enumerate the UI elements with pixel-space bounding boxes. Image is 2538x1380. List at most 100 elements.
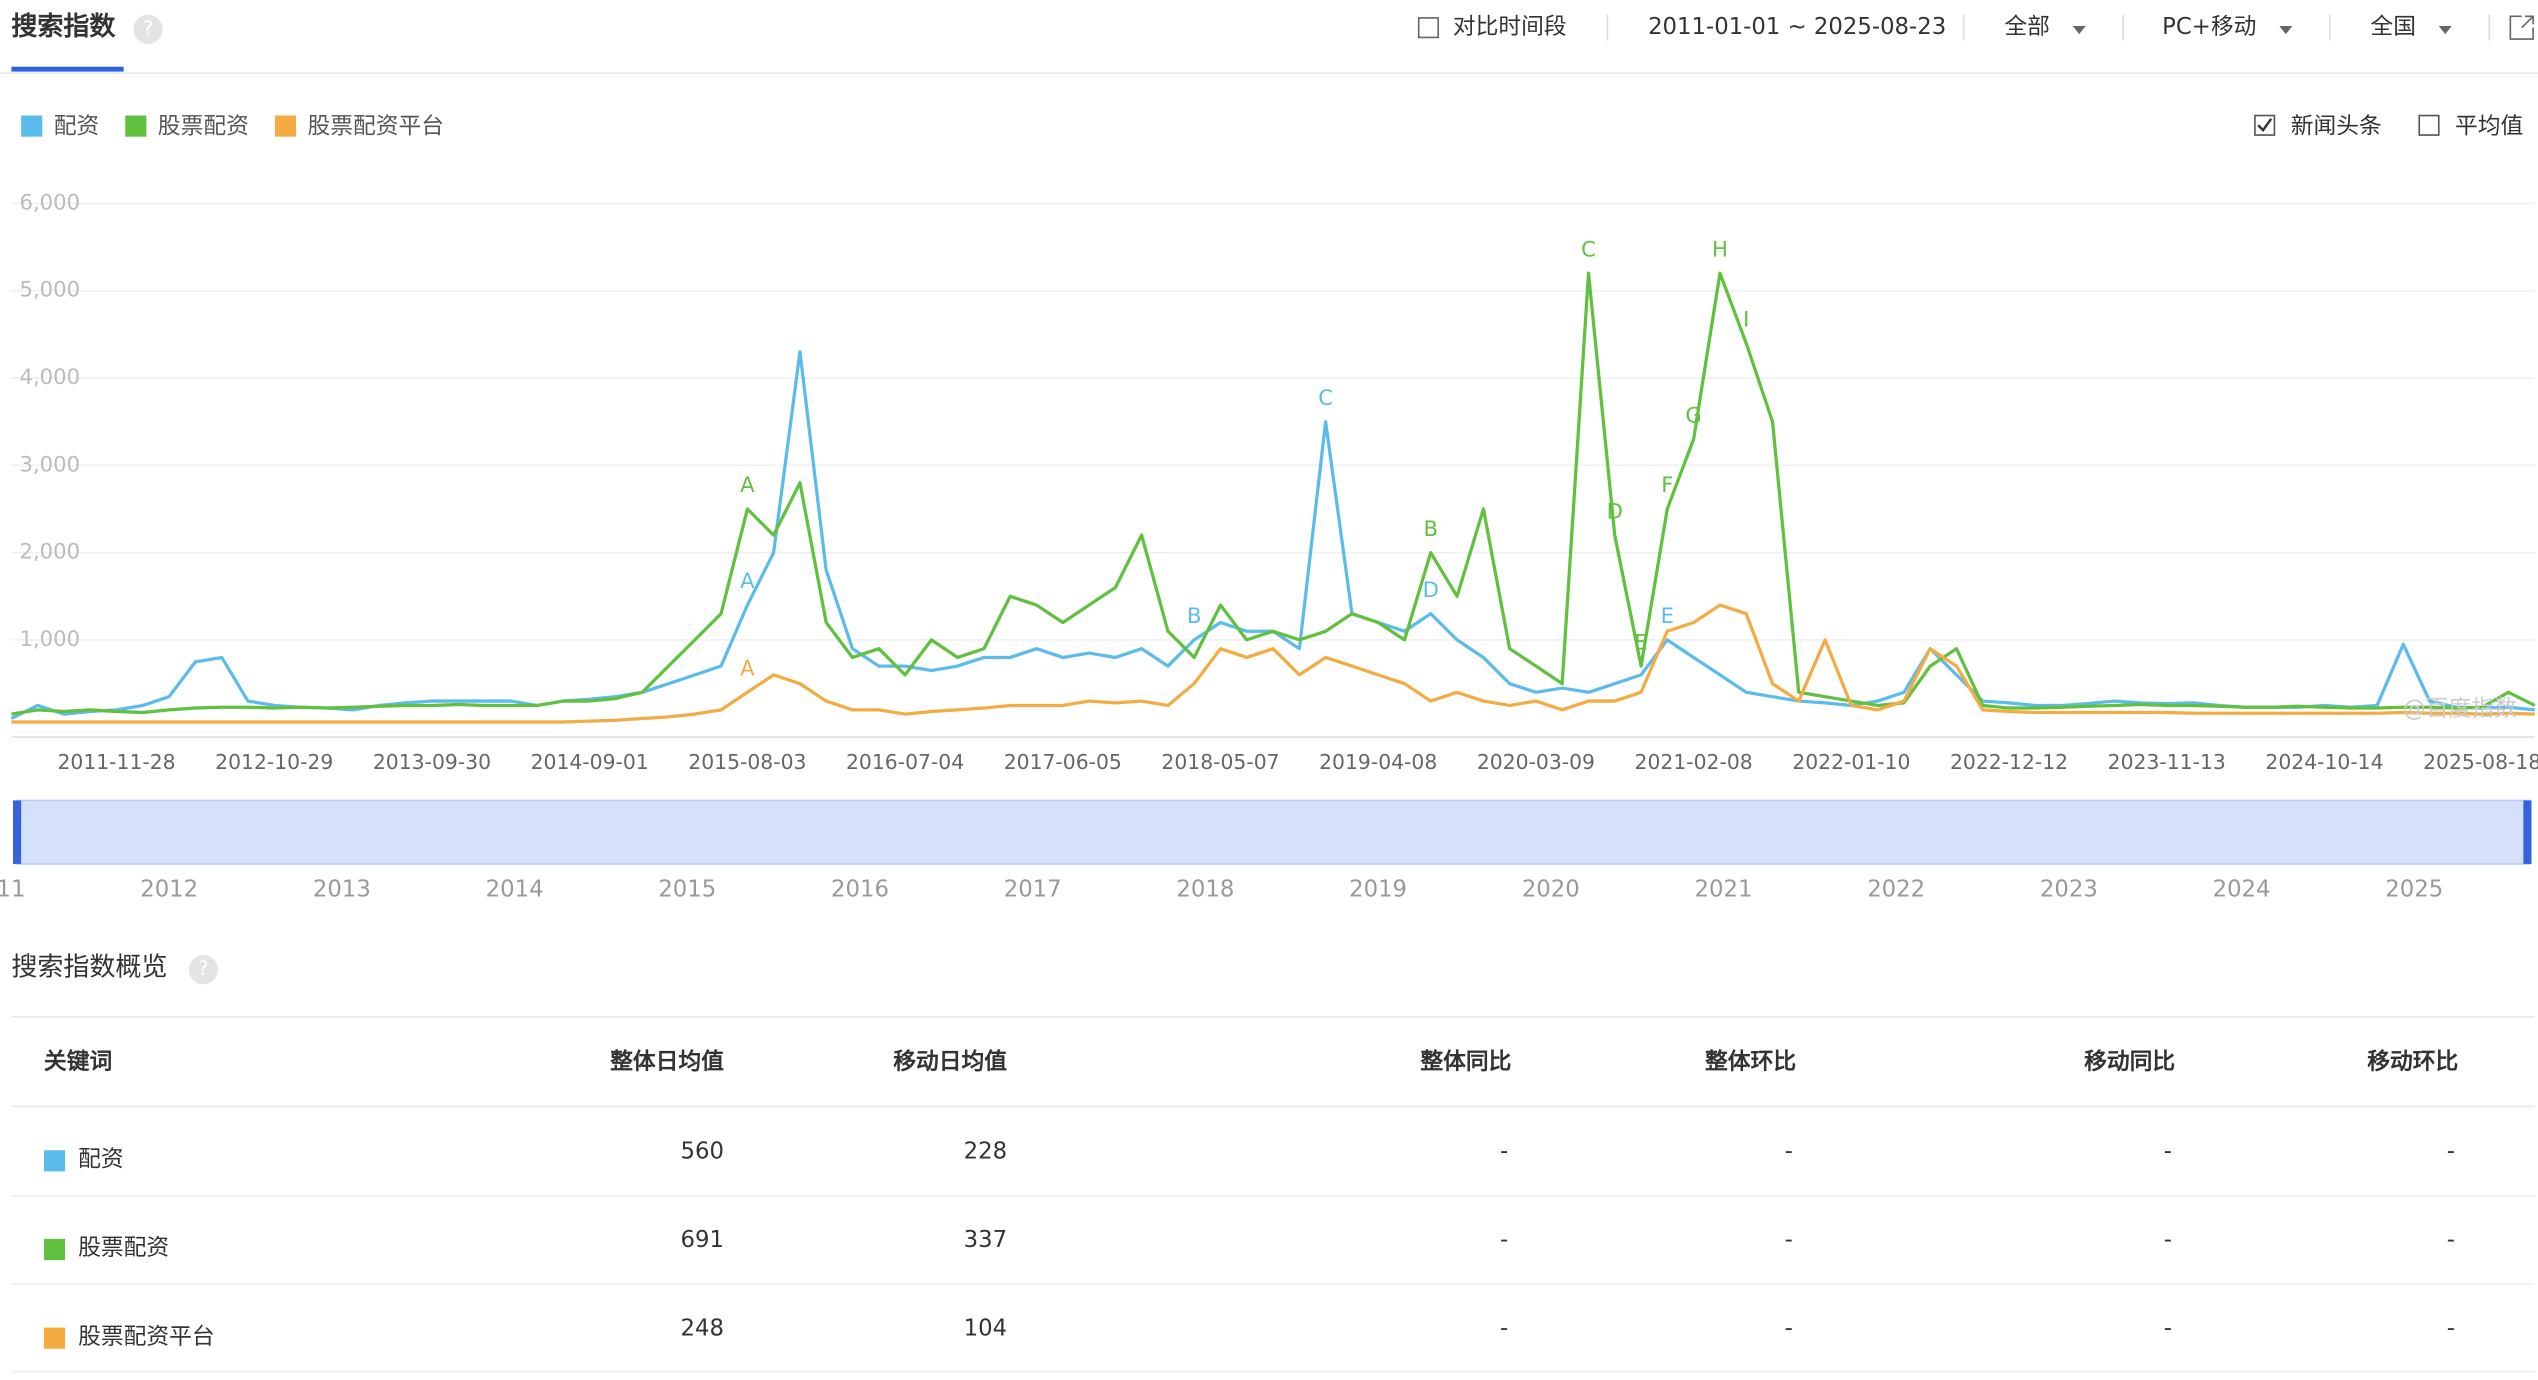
- x-tick-label: 2011-11-28: [57, 750, 175, 774]
- dropdown-arrow: [2438, 26, 2452, 35]
- slider-label: 2014: [486, 876, 544, 902]
- table-cell: -: [1785, 1227, 1793, 1253]
- news-marker[interactable]: A: [740, 568, 755, 593]
- dropdown-arrow: [2279, 26, 2293, 35]
- table-cell: -: [1785, 1138, 1793, 1164]
- slider-label: 2012: [140, 876, 198, 902]
- legend-swatch[interactable]: [21, 115, 43, 137]
- table-cell: -: [2164, 1316, 2172, 1342]
- header-title[interactable]: 搜索指数: [11, 12, 116, 42]
- slider-label: 2018: [1176, 876, 1234, 902]
- table-cell: 104: [964, 1316, 1007, 1342]
- slider-label: 2020: [1522, 876, 1580, 902]
- news-marker[interactable]: A: [740, 656, 755, 681]
- overview-title: 搜索指数概览: [11, 953, 167, 983]
- x-tick-label: 2024-10-14: [2265, 750, 2383, 774]
- x-tick-label: 2013-09-30: [373, 750, 491, 774]
- slider-label: 2023: [2040, 876, 2098, 902]
- news-marker[interactable]: D: [1607, 498, 1623, 523]
- option-label[interactable]: 新闻头条: [2291, 113, 2382, 139]
- checkbox[interactable]: [2254, 114, 2276, 136]
- filter[interactable]: PC+移动: [2162, 14, 2256, 40]
- x-tick-label: 2016-07-04: [846, 750, 964, 774]
- slider-label: 2024: [2213, 876, 2271, 902]
- checkmark: [2257, 118, 2273, 133]
- table-cell: -: [2164, 1138, 2172, 1164]
- series-line: [11, 271, 2536, 716]
- news-marker[interactable]: C: [1581, 236, 1596, 261]
- x-tick-label: 2022-12-12: [1950, 750, 2068, 774]
- range-slider[interactable]: [15, 799, 2531, 865]
- slider-label: 2016: [831, 876, 889, 902]
- checkbox[interactable]: [2418, 114, 2440, 136]
- news-marker[interactable]: E: [1661, 603, 1674, 628]
- filter[interactable]: 全部: [2004, 14, 2050, 40]
- compare-label[interactable]: 对比时间段: [1453, 14, 1567, 40]
- table-header: 移动日均值: [893, 1048, 1007, 1075]
- y-tick-label: 5,000: [20, 277, 81, 302]
- filter[interactable]: 全国: [2370, 14, 2416, 40]
- table-header: 整体日均值: [610, 1048, 724, 1075]
- x-tick-label: 2015-08-03: [688, 750, 806, 774]
- help-text: ?: [198, 957, 208, 980]
- row-swatch: [43, 1150, 66, 1172]
- news-marker[interactable]: B: [1187, 603, 1202, 628]
- legend-label[interactable]: 配资: [54, 113, 100, 139]
- table-header: 移动环比: [2367, 1049, 2458, 1075]
- table-cell: 691: [681, 1227, 724, 1253]
- x-tick-label: 2014-09-01: [531, 750, 649, 774]
- table-cell: 股票配资平台: [78, 1324, 215, 1350]
- checkbox[interactable]: [1417, 17, 1440, 39]
- news-marker[interactable]: F: [1661, 472, 1673, 497]
- x-tick-label: 2012-10-29: [215, 750, 333, 774]
- y-tick-label: 3,000: [20, 451, 81, 476]
- legend-swatch[interactable]: [125, 115, 147, 137]
- slider-label: 2022: [1867, 876, 1925, 902]
- legend-swatch[interactable]: [274, 115, 297, 137]
- table-cell: -: [1500, 1138, 1508, 1164]
- series-line: [11, 603, 2535, 724]
- news-marker[interactable]: D: [1423, 577, 1439, 602]
- slider-handle[interactable]: [13, 800, 22, 864]
- option-label[interactable]: 平均值: [2455, 113, 2523, 139]
- news-marker[interactable]: E: [1634, 629, 1647, 654]
- table-cell: 配资: [78, 1147, 124, 1173]
- news-marker[interactable]: B: [1424, 516, 1439, 541]
- table-cell: 560: [681, 1138, 724, 1164]
- help-text: ?: [143, 17, 153, 40]
- news-marker[interactable]: I: [1743, 306, 1749, 331]
- x-tick-label: 2022-01-10: [1792, 750, 1910, 774]
- legend-label[interactable]: 股票配资: [158, 113, 249, 139]
- news-marker[interactable]: G: [1685, 402, 1701, 427]
- table-cell: -: [2164, 1227, 2172, 1253]
- x-tick-label: 2019-04-08: [1319, 750, 1437, 774]
- export-icon[interactable]: [2509, 15, 2534, 40]
- help-icon[interactable]: [188, 955, 219, 985]
- y-tick-label: 1,000: [20, 626, 81, 651]
- table-cell: 228: [964, 1138, 1007, 1164]
- y-tick-label: 6,000: [20, 189, 81, 214]
- news-marker[interactable]: H: [1712, 236, 1728, 261]
- dropdown-arrow: [2072, 26, 2086, 35]
- table-cell: -: [2447, 1316, 2455, 1342]
- x-tick-label: 2020-03-09: [1477, 750, 1595, 774]
- slider-label: 2015: [658, 876, 716, 902]
- tab-underline: [11, 66, 124, 72]
- y-tick-label: 2,000: [20, 539, 81, 564]
- help-icon[interactable]: [133, 14, 163, 44]
- slider-label: 2021: [1695, 876, 1753, 902]
- x-tick-label: 2023-11-13: [2108, 750, 2226, 774]
- table-header: 整体同比: [1420, 1048, 1511, 1075]
- x-tick-label: 2017-06-05: [1004, 750, 1122, 774]
- legend-label[interactable]: 股票配资平台: [307, 113, 444, 139]
- row-swatch: [43, 1238, 66, 1261]
- date-range[interactable]: 2011-01-01 ~ 2025-08-23: [1648, 14, 1946, 40]
- news-marker[interactable]: A: [740, 472, 755, 497]
- slider-handle[interactable]: [2523, 800, 2532, 864]
- news-marker[interactable]: C: [1318, 385, 1333, 410]
- x-tick-label: 2021-02-08: [1635, 750, 1753, 774]
- table-cell: -: [1500, 1316, 1508, 1342]
- table-cell: 248: [681, 1316, 724, 1342]
- slider-label: 2013: [313, 876, 371, 902]
